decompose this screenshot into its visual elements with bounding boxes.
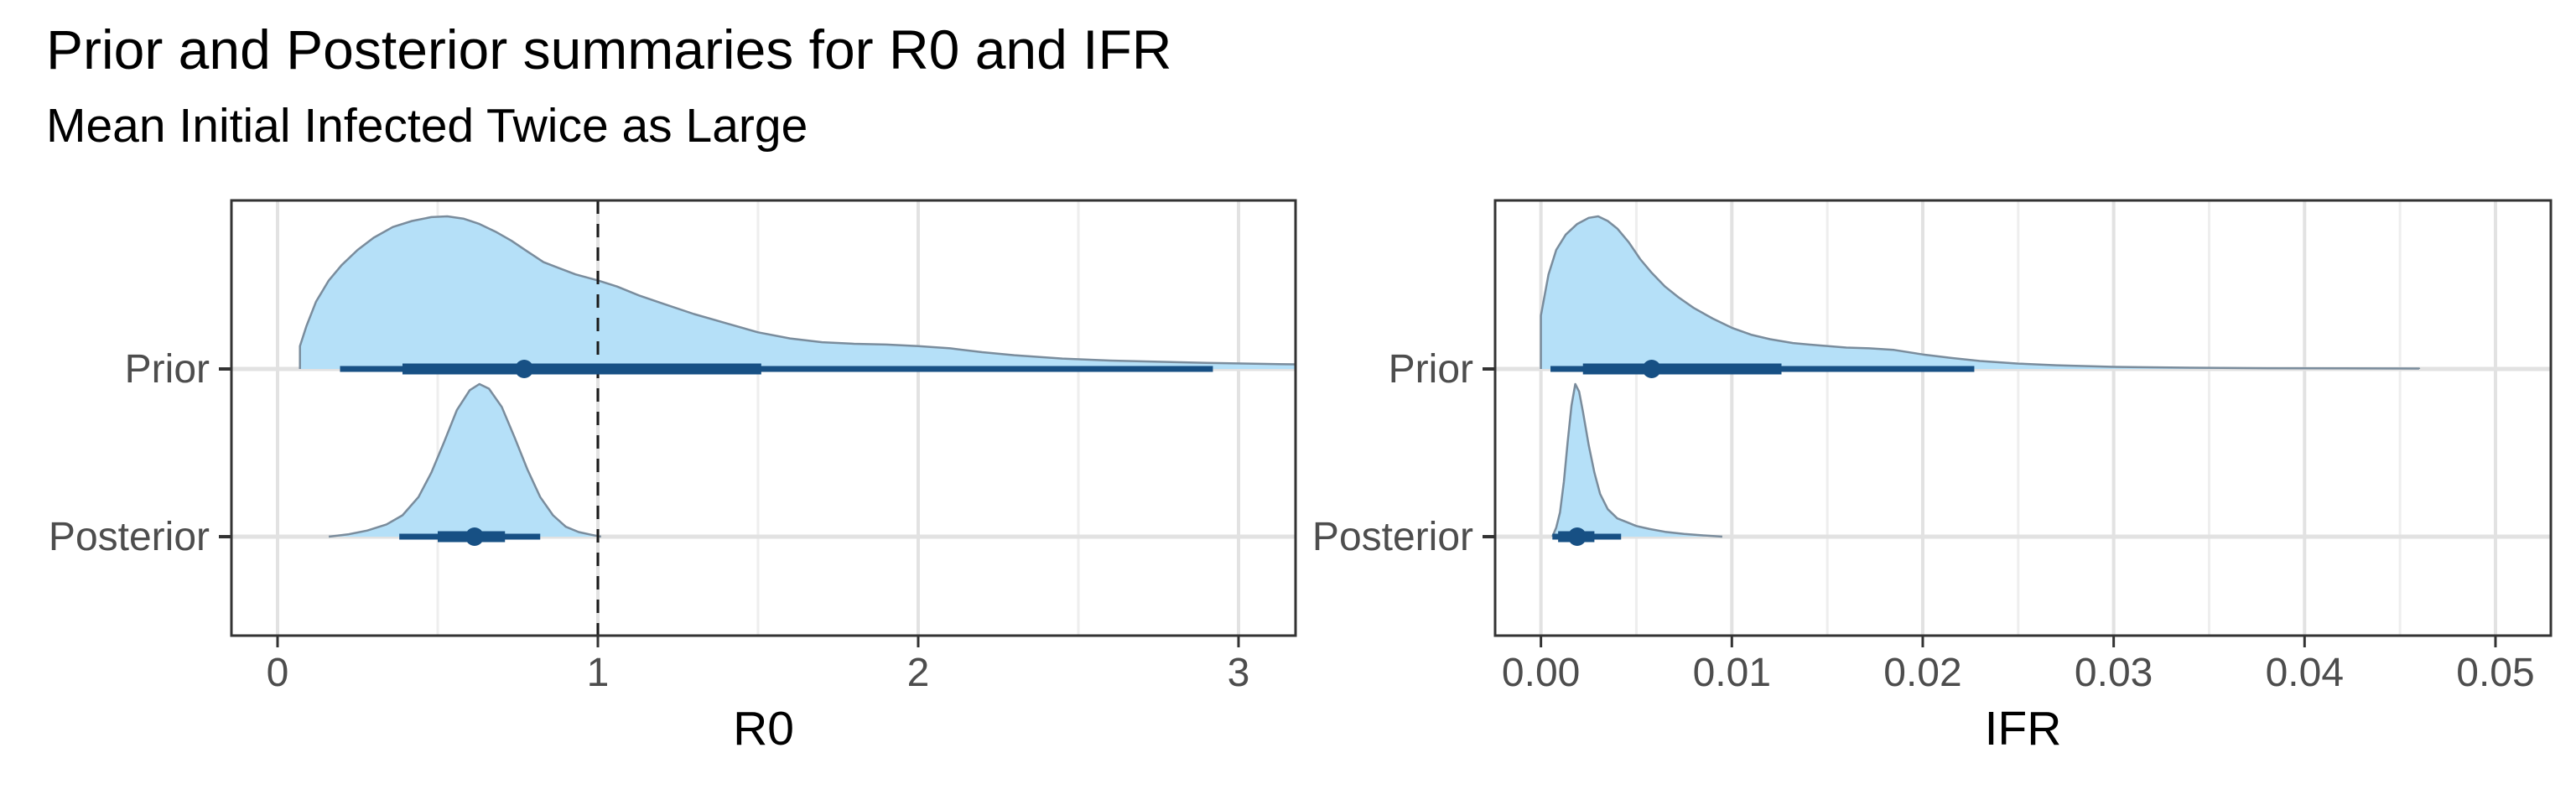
chart-title: Prior and Posterior summaries for R0 and…	[46, 18, 1172, 80]
chart-subtitle: Mean Initial Infected Twice as Large	[46, 99, 808, 153]
x-tick-label: 0.01	[1693, 651, 1771, 695]
x-axis-title: IFR	[1985, 702, 2062, 756]
density-slab-posterior	[329, 384, 601, 537]
median-dot-prior	[1642, 360, 1661, 378]
median-dot-posterior	[465, 527, 484, 546]
x-tick-label: 1	[587, 651, 610, 695]
median-dot-prior	[515, 360, 534, 378]
median-dot-posterior	[1567, 527, 1587, 546]
panel-border	[230, 199, 1297, 637]
density-outline-posterior	[1551, 382, 1722, 538]
category-label-prior: Prior	[125, 347, 210, 392]
x-tick-label: 0.04	[2266, 651, 2344, 695]
panel-r0: 0 1 2 3 Prior Posterior R0	[49, 199, 1297, 756]
x-tick-label: 3	[1228, 651, 1250, 695]
category-label-posterior: Posterior	[49, 515, 210, 559]
density-slab-prior	[299, 216, 1296, 369]
density-outline-posterior	[328, 382, 602, 538]
x-axis-title: R0	[733, 702, 794, 756]
panel-border	[1493, 199, 2553, 637]
panel-ifr: 0.00 0.01 0.02 0.03 0.04 0.05 Prior Posterior IF…	[1312, 199, 2553, 756]
x-tick-label: 2	[907, 651, 930, 695]
x-tick-label: 0.02	[1883, 651, 1961, 695]
x-tick-label: 0.05	[2456, 651, 2534, 695]
category-label-posterior: Posterior	[1312, 515, 1473, 559]
density-slab-prior	[1540, 216, 2419, 369]
x-tick-label: 0	[267, 651, 289, 695]
density-slab-posterior	[1552, 384, 1722, 537]
density-outline-prior	[1540, 215, 2421, 370]
x-tick-label: 0.03	[2075, 651, 2153, 695]
x-tick-label: 0.00	[1502, 651, 1580, 695]
category-label-prior: Prior	[1389, 347, 1473, 392]
